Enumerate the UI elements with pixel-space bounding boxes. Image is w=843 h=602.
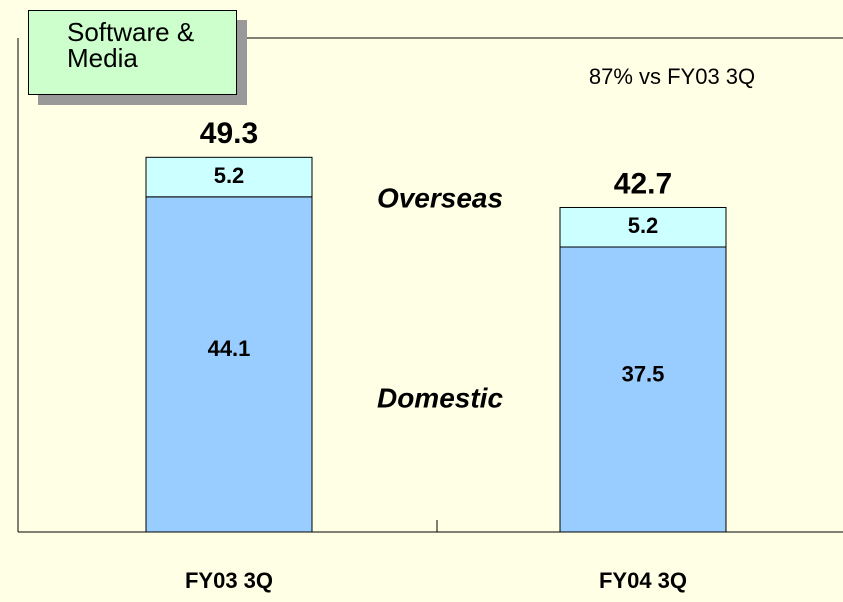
x-tick-label: FY04 3Q (599, 568, 687, 593)
x-tick-label: FY03 3Q (185, 568, 273, 593)
value-label: 5.2 (214, 163, 245, 188)
total-label: 42.7 (614, 167, 672, 200)
value-label: 37.5 (622, 361, 665, 386)
series-label: Domestic (377, 382, 503, 413)
title-box: Software & Media (28, 10, 237, 95)
total-label: 49.3 (200, 117, 258, 150)
bar-segment (145, 196, 313, 533)
bar-segment (559, 246, 727, 533)
annotation: 87% vs FY03 3Q (589, 64, 755, 89)
value-label: 44.1 (208, 336, 251, 361)
bar-segment (559, 206, 727, 248)
series-label: Overseas (377, 182, 503, 213)
bar-segment (145, 156, 313, 198)
value-label: 5.2 (628, 213, 659, 238)
